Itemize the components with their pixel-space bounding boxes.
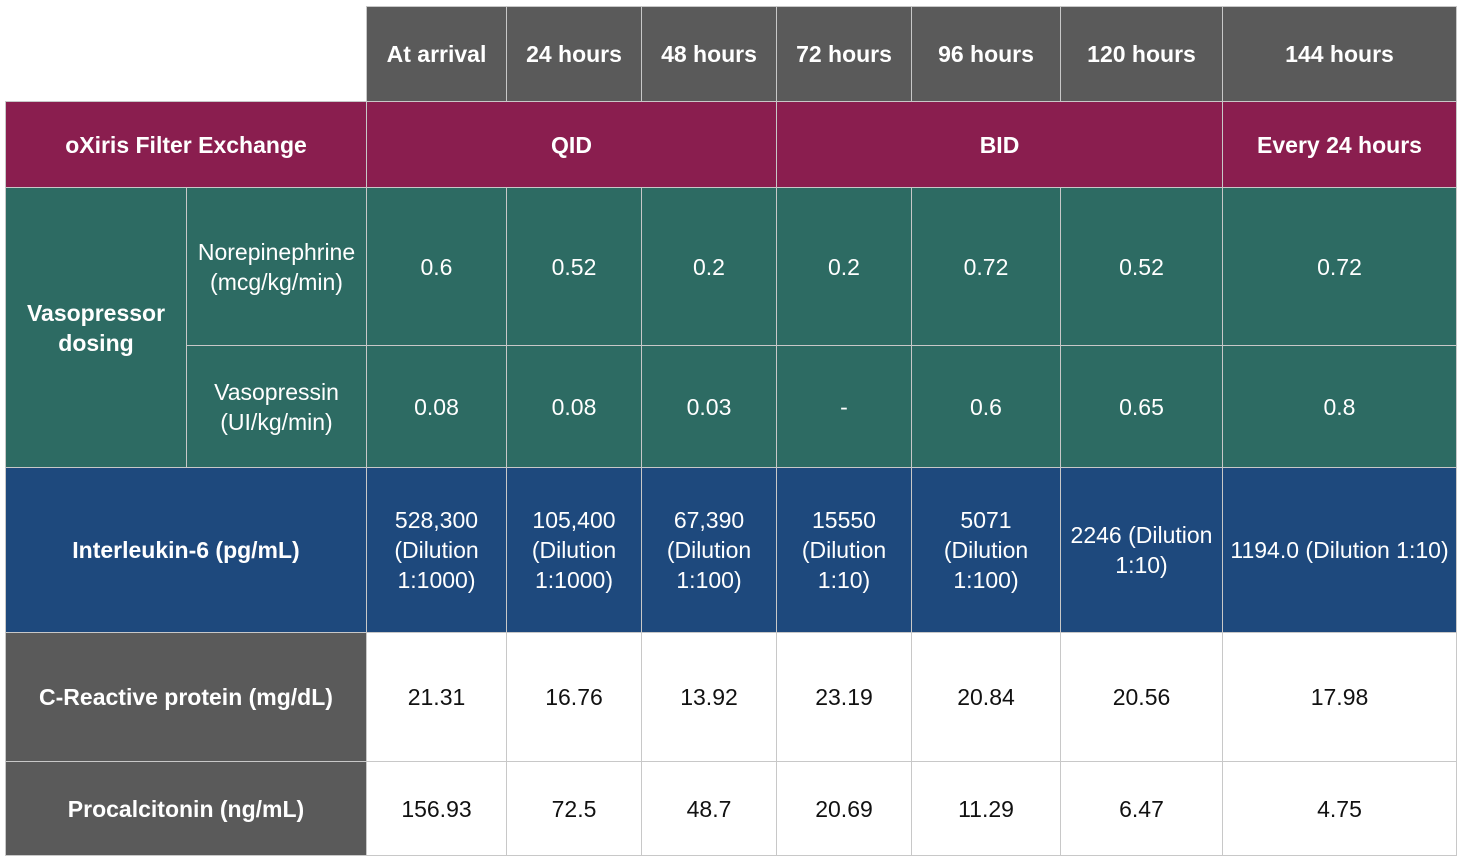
interleukin6-label: Interleukin-6 (pg/mL)	[5, 467, 367, 633]
procalcitonin-label: Procalcitonin (ng/mL)	[5, 761, 367, 856]
crp-row: C-Reactive protein (mg/dL) 21.31 16.76 1…	[5, 632, 1457, 762]
interleukin6-value: 1194.0 (Dilution 1:10)	[1222, 467, 1457, 633]
column-header: 96 hours	[911, 6, 1061, 102]
norepinephrine-value: 0.52	[506, 187, 642, 346]
column-header: 72 hours	[776, 6, 912, 102]
interleukin6-row: Interleukin-6 (pg/mL) 528,300 (Dilution …	[5, 467, 1457, 633]
norepinephrine-label: Norepinephrine (mcg/kg/min)	[186, 187, 367, 346]
column-header: 144 hours	[1222, 6, 1457, 102]
interleukin6-value: 67,390 (Dilution 1:100)	[641, 467, 777, 633]
crp-label: C-Reactive protein (mg/dL)	[5, 632, 367, 762]
column-header: 120 hours	[1060, 6, 1223, 102]
procalcitonin-value: 156.93	[366, 761, 507, 856]
interleukin6-value: 528,300 (Dilution 1:1000)	[366, 467, 507, 633]
vasopressin-value: 0.08	[366, 345, 507, 468]
crp-value: 21.31	[366, 632, 507, 762]
filter-group-bid: BID	[776, 101, 1223, 188]
interleukin6-value: 2246 (Dilution 1:10)	[1060, 467, 1223, 633]
procalcitonin-row: Procalcitonin (ng/mL) 156.93 72.5 48.7 2…	[5, 761, 1457, 856]
crp-value: 23.19	[776, 632, 912, 762]
crp-value: 13.92	[641, 632, 777, 762]
vasopressin-value: 0.6	[911, 345, 1061, 468]
crp-value: 20.84	[911, 632, 1061, 762]
vasopressin-value: 0.03	[641, 345, 777, 468]
column-header: At arrival	[366, 6, 507, 102]
interleukin6-value: 15550 (Dilution 1:10)	[776, 467, 912, 633]
filter-exchange-row: oXiris Filter Exchange QID BID Every 24 …	[5, 101, 1457, 188]
crp-value: 17.98	[1222, 632, 1457, 762]
interleukin6-value: 5071 (Dilution 1:100)	[911, 467, 1061, 633]
procalcitonin-value: 48.7	[641, 761, 777, 856]
vasopressin-value: 0.8	[1222, 345, 1457, 468]
filter-group-every-24-hours: Every 24 hours	[1222, 101, 1457, 188]
procalcitonin-value: 20.69	[776, 761, 912, 856]
filter-exchange-label: oXiris Filter Exchange	[5, 101, 367, 188]
norepinephrine-value: 0.72	[1222, 187, 1457, 346]
norepinephrine-row: Vasopressor dosing Norepinephrine (mcg/k…	[5, 187, 1457, 468]
column-header: 24 hours	[506, 6, 642, 102]
interleukin6-value: 105,400 (Dilution 1:1000)	[506, 467, 642, 633]
vasopressor-dosing-label: Vasopressor dosing	[5, 187, 187, 468]
procalcitonin-value: 4.75	[1222, 761, 1457, 856]
vasopressin-value: -	[776, 345, 912, 468]
vasopressin-label: Vasopressin (UI/kg/min)	[186, 345, 367, 468]
norepinephrine-value: 0.52	[1060, 187, 1223, 346]
norepinephrine-value: 0.2	[776, 187, 912, 346]
procalcitonin-value: 72.5	[506, 761, 642, 856]
vasopressin-value: 0.08	[506, 345, 642, 468]
crp-value: 20.56	[1060, 632, 1223, 762]
procalcitonin-value: 11.29	[911, 761, 1061, 856]
norepinephrine-value: 0.72	[911, 187, 1061, 346]
vasopressin-value: 0.65	[1060, 345, 1223, 468]
column-header: 48 hours	[641, 6, 777, 102]
lab-results-table: At arrival 24 hours 48 hours 72 hours 96…	[5, 6, 1457, 856]
norepinephrine-value: 0.6	[366, 187, 507, 346]
norepinephrine-value: 0.2	[641, 187, 777, 346]
header-row: At arrival 24 hours 48 hours 72 hours 96…	[5, 6, 1457, 102]
vasopressin-row: Vasopressin (UI/kg/min) 0.08 0.08 0.03 -…	[6, 345, 1457, 468]
procalcitonin-value: 6.47	[1060, 761, 1223, 856]
header-blank-cell	[5, 6, 367, 102]
filter-group-qid: QID	[366, 101, 777, 188]
crp-value: 16.76	[506, 632, 642, 762]
